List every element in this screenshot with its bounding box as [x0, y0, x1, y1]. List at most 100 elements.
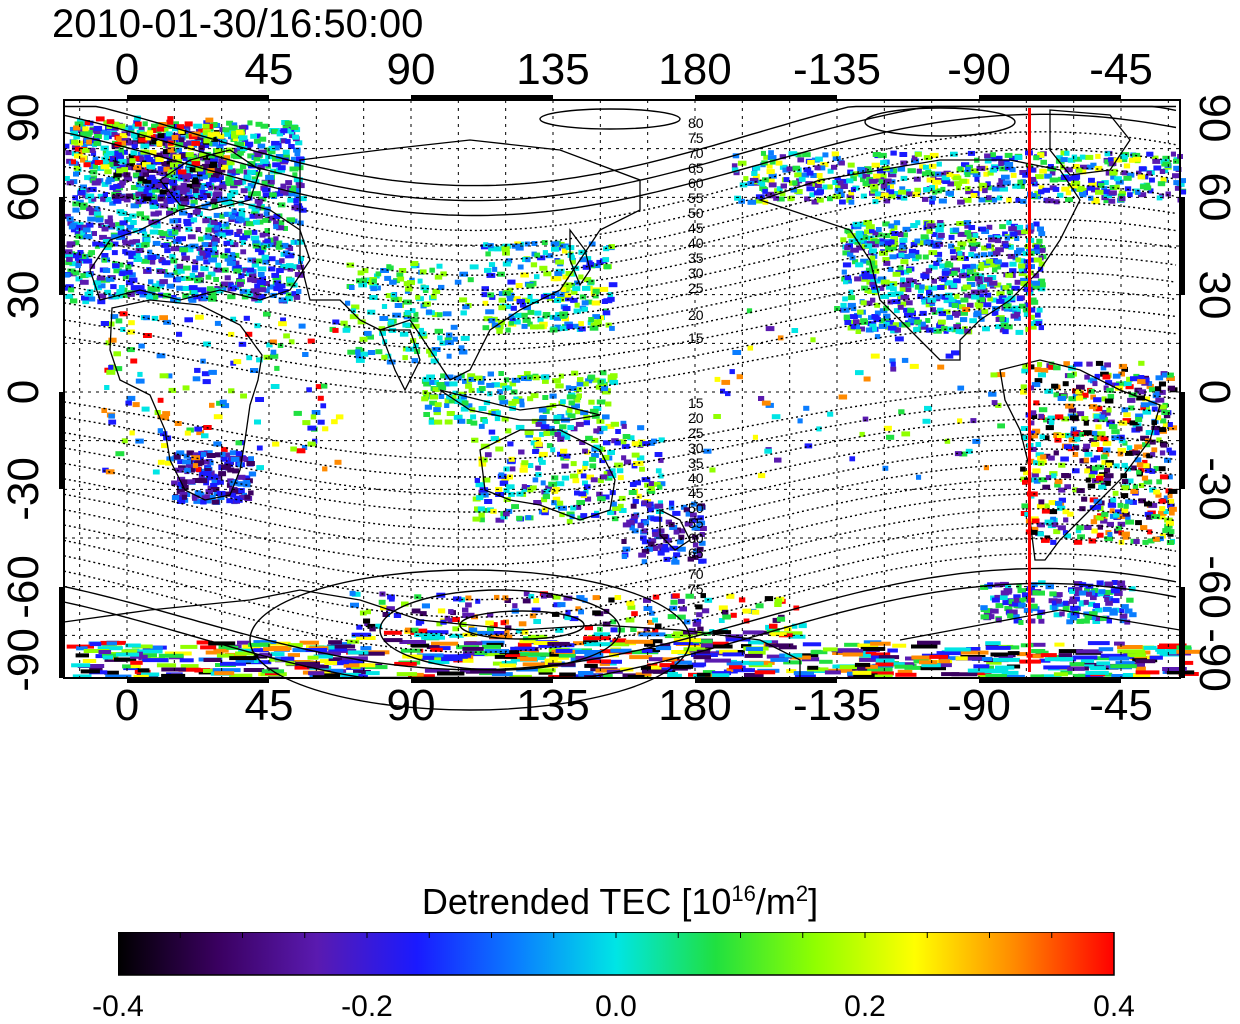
tec-pixel	[1146, 453, 1153, 459]
tec-pixel	[984, 158, 992, 164]
tec-pixel	[990, 262, 998, 268]
tec-pixel	[494, 594, 500, 600]
tec-pixel	[149, 204, 159, 210]
tec-pixel	[515, 628, 525, 634]
tec-pixel	[1135, 189, 1141, 195]
tec-pixel	[630, 513, 639, 519]
tec-pixel	[921, 274, 930, 280]
tec-pixel	[859, 238, 868, 244]
tec-pixel	[1081, 618, 1090, 624]
tec-pixel	[512, 603, 518, 609]
tec-pixel	[880, 294, 889, 299]
tec-pixel	[504, 625, 512, 631]
tec-pixel	[984, 608, 993, 614]
tec-pixel	[996, 617, 1002, 623]
tec-pixel	[1071, 180, 1081, 186]
tec-pixel	[551, 475, 559, 481]
tec-pixel	[124, 140, 133, 146]
tec-pixel	[431, 351, 437, 357]
tec-pixel	[989, 258, 998, 264]
tec-pixel	[1006, 610, 1012, 616]
tec-pixel	[229, 450, 238, 456]
tec-pixel	[244, 186, 251, 192]
tec-pixel	[382, 612, 389, 617]
tec-pixel	[1067, 511, 1074, 517]
tec-pixel	[766, 169, 775, 175]
tec-pixel	[330, 668, 344, 673]
tec-pixel	[285, 180, 293, 186]
tec-pixel	[91, 231, 97, 236]
tec-pixel	[779, 164, 788, 170]
tec-pixel	[1020, 389, 1027, 395]
tec-pixel	[70, 227, 77, 233]
tec-pixel	[512, 296, 521, 302]
tec-pixel	[542, 378, 549, 384]
tec-pixel	[151, 283, 160, 289]
tec-pixel	[254, 198, 263, 204]
tec-pixel	[88, 210, 97, 216]
tec-pixel	[994, 594, 1001, 600]
tec-pixel	[241, 456, 247, 461]
tec-pixel	[386, 606, 395, 612]
tec-pixel	[64, 272, 70, 278]
tec-pixel	[1126, 172, 1135, 178]
tec-pixel	[64, 249, 73, 255]
tec-pixel	[410, 627, 419, 633]
tec-pixel	[199, 250, 206, 256]
tec-pixel	[79, 184, 87, 190]
tec-pixel	[208, 257, 217, 263]
tec-pixel	[1110, 608, 1118, 614]
tec-pixel	[942, 179, 951, 184]
tec-pixel	[431, 312, 439, 318]
tec-pixel	[287, 266, 294, 272]
tec-pixel	[978, 197, 987, 203]
tec-pixel	[1030, 674, 1044, 679]
tec-pixel	[657, 500, 663, 506]
tec-pixel	[227, 294, 236, 300]
tec-pixel	[870, 184, 879, 190]
tec-pixel	[751, 609, 760, 615]
tec-pixel	[885, 245, 892, 251]
tec-pixel	[1152, 536, 1160, 542]
tec-pixel	[941, 672, 960, 677]
tec-pixel	[189, 272, 195, 278]
tec-pixel	[1051, 383, 1059, 389]
tec-pixel	[900, 175, 908, 181]
tec-pixel	[224, 224, 230, 230]
tec-pixel	[228, 134, 234, 140]
tec-pixel	[906, 268, 912, 273]
tec-pixel	[643, 606, 653, 611]
tec-pixel	[233, 147, 243, 153]
tec-pixel	[274, 191, 283, 197]
tec-pixel	[954, 246, 961, 252]
tec-pixel	[557, 436, 565, 442]
tec-pixel	[730, 612, 737, 618]
tec-pixel	[75, 233, 83, 239]
tec-pixel	[254, 283, 261, 289]
tec-pixel	[873, 278, 881, 284]
tec-pixel	[1140, 405, 1146, 411]
tec-pixel	[610, 619, 617, 625]
tec-pixel	[1062, 530, 1068, 536]
tec-pixel	[607, 510, 615, 516]
tec-pixel	[537, 317, 544, 323]
tec-pixel	[328, 640, 342, 645]
tec-pixel	[572, 478, 580, 484]
tec-pixel	[198, 236, 204, 242]
tec-pixel	[1010, 231, 1018, 237]
tec-pixel	[588, 399, 595, 405]
tec-pixel	[834, 187, 844, 193]
tec-pixel	[251, 262, 259, 268]
tec-pixel	[452, 336, 458, 342]
tec-pixel	[880, 183, 888, 189]
tec-pixel	[430, 293, 437, 299]
tec-pixel	[315, 384, 322, 390]
tec-pixel	[259, 136, 267, 142]
tec-pixel	[983, 277, 993, 283]
tec-pixel	[1034, 190, 1040, 196]
tec-pixel	[1061, 473, 1069, 478]
tec-pixel	[555, 481, 565, 487]
tec-pixel	[530, 393, 539, 399]
tec-pixel	[875, 194, 883, 200]
tec-pixel	[621, 455, 627, 461]
